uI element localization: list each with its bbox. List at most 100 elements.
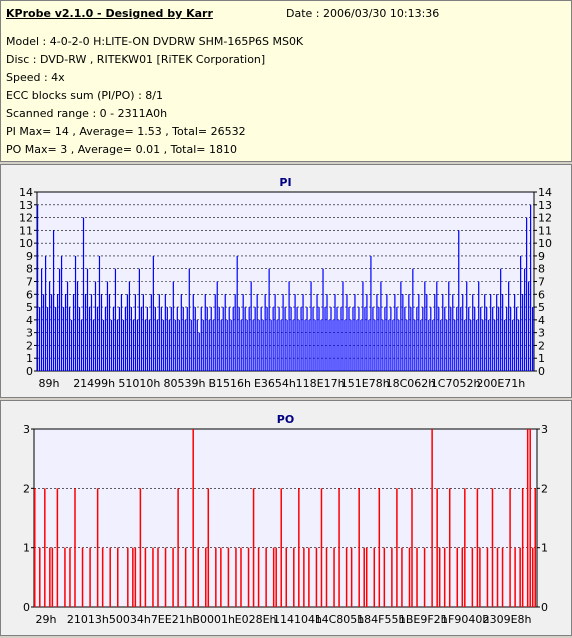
- pi-bar: [316, 294, 318, 371]
- pi-bar: [174, 319, 176, 371]
- pi-ytick-label-right: 13: [538, 199, 552, 212]
- pi-bar: [194, 307, 196, 371]
- po-bar: [96, 488, 99, 607]
- po-bar: [139, 488, 142, 607]
- po-bar: [275, 547, 277, 607]
- pi-bar: [72, 294, 75, 371]
- pi-bar: [236, 255, 238, 371]
- pi-bar: [434, 294, 436, 371]
- po-bar: [373, 547, 376, 607]
- pi-ytick-label-left: 7: [26, 276, 33, 289]
- pi-bar: [276, 319, 278, 371]
- pi-chart-panel: PI 0 0 1 1 2 2 3 3 4 4 5 5 6 6 7 7 8 8 9 9 10 10 11 11 12 12 13 13 14…: [0, 164, 572, 398]
- pi-bar: [406, 319, 408, 371]
- po-bar: [64, 547, 66, 607]
- po-xtick-label: 14C805h: [315, 613, 365, 626]
- pi-bar: [272, 307, 274, 371]
- pi-bar: [50, 294, 53, 371]
- pi-bar: [364, 307, 366, 371]
- po-bar: [51, 547, 54, 607]
- po-bar: [272, 547, 275, 607]
- pi-bar: [160, 307, 162, 371]
- pi-bar: [384, 307, 386, 371]
- po-bar: [74, 488, 76, 607]
- pi-bar: [398, 319, 400, 371]
- po-xtick-label: B0001h: [192, 613, 235, 626]
- po-ytick-label-left: 0: [23, 601, 30, 614]
- pi-bar: [360, 319, 362, 371]
- po-ytick-label-right: 2: [541, 482, 548, 495]
- po-bar: [303, 547, 305, 607]
- po-bar: [431, 429, 433, 607]
- pi-bar: [526, 217, 528, 371]
- po-bar: [56, 488, 59, 607]
- po-bar: [526, 429, 529, 607]
- po-bar: [132, 547, 134, 607]
- pi-bar: [268, 268, 270, 371]
- pi-ytick-label-right: 10: [538, 237, 552, 250]
- pi-bar: [378, 307, 380, 371]
- pi-bar: [430, 307, 432, 371]
- po-bar: [172, 547, 174, 607]
- po-bar: [207, 488, 210, 607]
- pi-bar: [416, 307, 418, 371]
- pi-bar: [496, 294, 498, 371]
- pi-bar: [396, 307, 398, 371]
- pi-bar: [516, 307, 518, 371]
- info-speed: Speed : 4x: [6, 71, 65, 84]
- pi-bar: [280, 319, 282, 371]
- po-bar: [247, 547, 250, 607]
- pi-bar: [302, 294, 304, 371]
- pi-bar: [476, 319, 478, 371]
- pi-bar: [504, 319, 506, 371]
- pi-bar: [260, 307, 262, 371]
- po-bar: [391, 547, 393, 607]
- pi-bar: [454, 319, 456, 371]
- pi-bar: [326, 294, 328, 371]
- po-bar: [378, 488, 381, 607]
- po-xtick-label: 29h: [36, 613, 57, 626]
- pi-bar: [348, 307, 350, 371]
- pi-bar: [180, 294, 182, 371]
- po-ytick-label-left: 1: [23, 542, 30, 555]
- po-bar: [338, 488, 340, 607]
- pi-xtick-label: 80539h: [164, 377, 206, 390]
- pi-bar: [190, 319, 192, 371]
- pi-bar: [66, 281, 69, 371]
- pi-bar: [40, 268, 43, 371]
- po-bar: [89, 547, 91, 607]
- po-bar: [531, 547, 534, 607]
- po-ytick-label-left: 2: [23, 482, 30, 495]
- pi-bar: [522, 294, 524, 371]
- po-xtick-label: 114104h: [273, 613, 322, 626]
- pi-bar: [142, 294, 144, 371]
- pi-bar: [486, 307, 488, 371]
- po-bar: [514, 547, 516, 607]
- pi-bar: [514, 294, 516, 371]
- po-bar: [298, 488, 300, 607]
- pi-bar: [438, 307, 440, 371]
- po-bar: [285, 547, 288, 607]
- pi-bar: [184, 319, 186, 371]
- pi-bar: [332, 319, 334, 371]
- pi-bar: [458, 230, 460, 371]
- pi-bar: [352, 307, 354, 371]
- pi-ytick-label-right: 4: [538, 314, 545, 327]
- pi-bar: [452, 294, 454, 371]
- pi-bar: [104, 307, 107, 371]
- pi-bar: [170, 307, 172, 371]
- po-bar: [333, 547, 335, 607]
- pi-bar: [478, 281, 480, 371]
- pi-bar: [134, 294, 137, 371]
- pi-bar: [278, 307, 280, 371]
- pi-bar: [58, 268, 61, 371]
- pi-bar: [318, 307, 320, 371]
- pi-bar: [228, 307, 230, 371]
- pi-bar: [48, 281, 51, 371]
- pi-bar: [366, 294, 368, 371]
- pi-bar: [110, 319, 113, 371]
- po-bar: [265, 547, 267, 607]
- info-ecc-blocks: ECC blocks sum (PI/PO) : 8/1: [6, 89, 163, 102]
- pi-bar: [234, 294, 236, 371]
- pi-ytick-label-right: 5: [538, 301, 545, 314]
